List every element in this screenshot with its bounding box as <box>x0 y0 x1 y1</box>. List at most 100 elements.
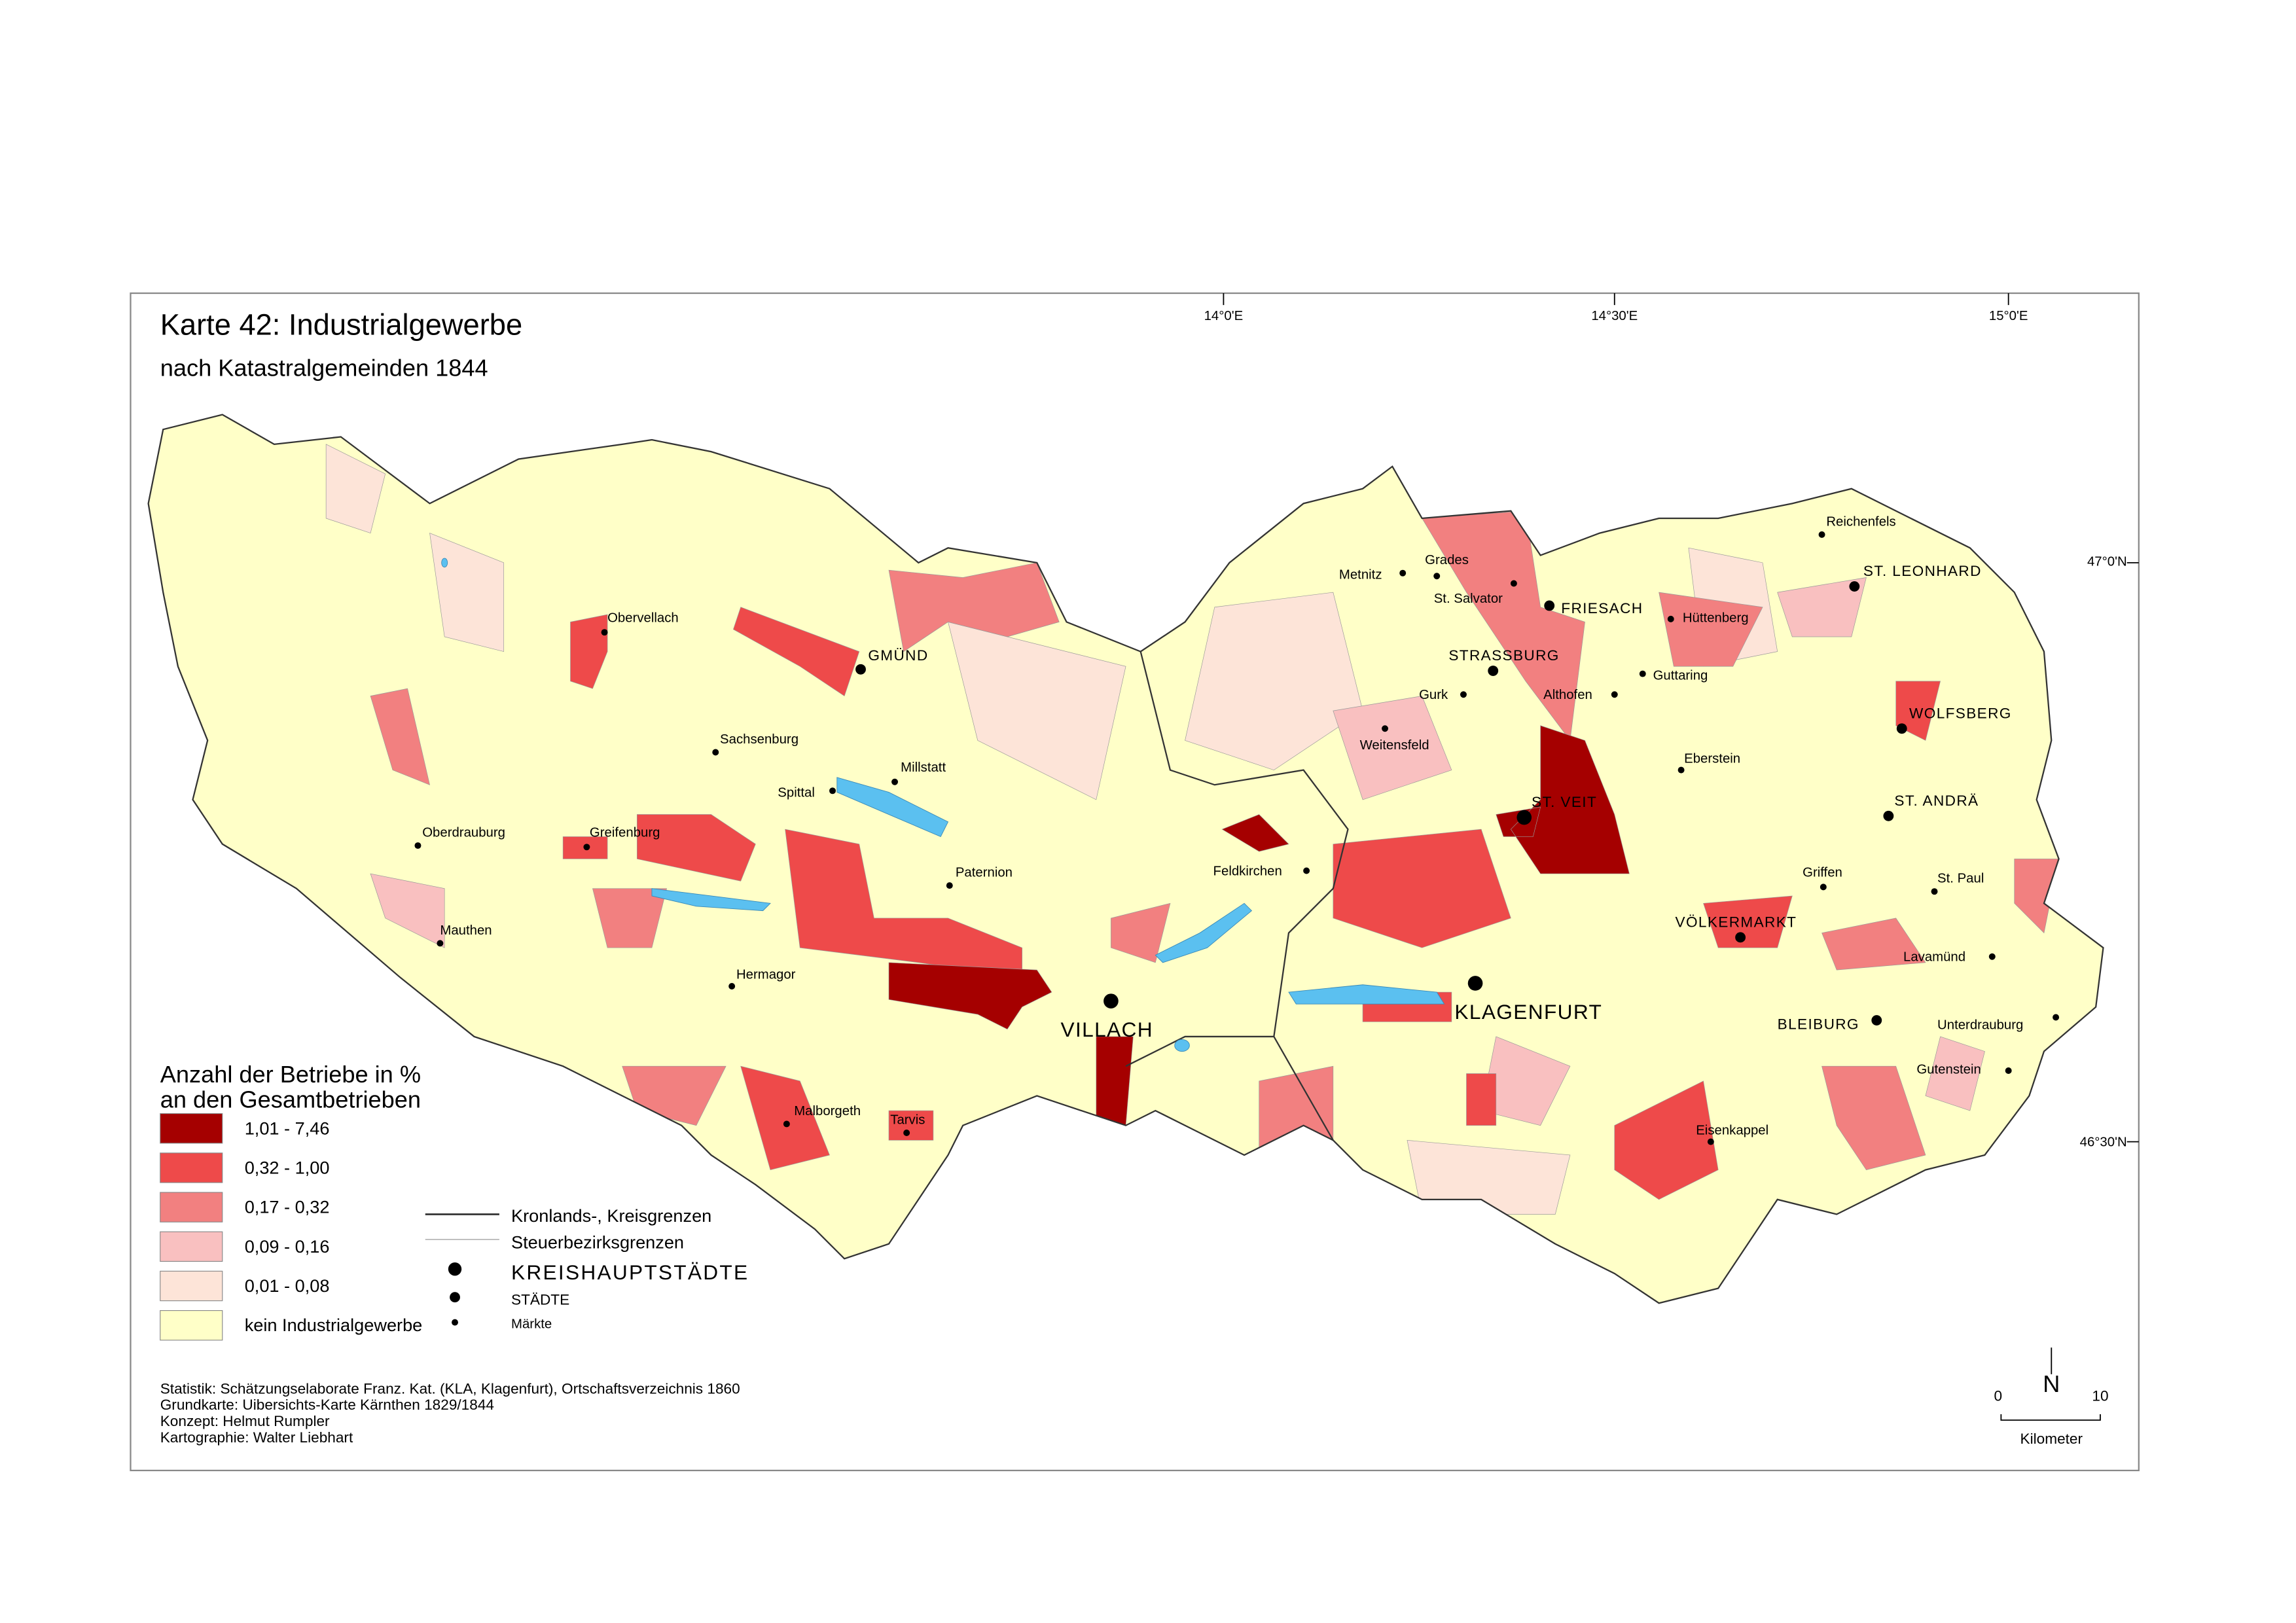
place-label: GMÜND <box>868 647 928 664</box>
place-label: FRIESACH <box>1561 600 1643 616</box>
legend-label: 0,32 - 1,00 <box>245 1157 330 1177</box>
legend-label: 0,09 - 0,16 <box>245 1236 330 1257</box>
legend-symbol: Steuerbezirksgrenzen <box>511 1232 684 1253</box>
place-dot <box>728 983 736 990</box>
lat-label: 46°30'N <box>2080 1135 2127 1149</box>
legend-label: 0,01 - 0,08 <box>245 1275 330 1296</box>
place-label: ST. VEIT <box>1532 794 1597 810</box>
place-dot <box>783 1120 790 1128</box>
place-label: Hermagor <box>736 968 796 982</box>
place-label: Eisenkappel <box>1696 1123 1768 1137</box>
lat-label: 47°0'N <box>2087 554 2127 569</box>
place-dot <box>1611 691 1618 698</box>
legend-swatch <box>160 1310 223 1341</box>
place-dot <box>2005 1067 2012 1074</box>
legend-symbol: Kronlands-, Kreisgrenzen <box>511 1205 711 1226</box>
place-label: Althofen <box>1543 688 1592 702</box>
legend-symbol: Märkte <box>511 1317 552 1332</box>
place-dot <box>1988 953 1996 960</box>
place-dot <box>1460 691 1467 698</box>
scale-unit: Kilometer <box>2020 1431 2083 1447</box>
scale-end: 10 <box>2092 1388 2108 1404</box>
place-dot <box>1667 615 1674 622</box>
legend-label: 0,17 - 0,32 <box>245 1197 330 1217</box>
place-label: Spittal <box>778 785 815 800</box>
place-dot <box>1488 666 1499 676</box>
lon-label: 14°30'E <box>1591 309 1638 323</box>
place-label: Paternion <box>956 866 1013 880</box>
legend-label: kein Industrialgewerbe <box>245 1315 423 1335</box>
place-label: Metnitz <box>1339 568 1382 582</box>
place-label: ST. LEONHARD <box>1863 563 1982 579</box>
place-dot <box>855 664 866 675</box>
legend-title: an den Gesamtbetrieben <box>160 1086 421 1113</box>
title: Karte 42: Industrialgewerbe <box>160 308 522 341</box>
place-label: Guttaring <box>1653 669 1708 683</box>
place-label: Grades <box>1425 553 1469 567</box>
place-dot <box>1883 810 1894 821</box>
place-dot <box>1303 867 1310 874</box>
legend-symbol: KREISHAUPTSTÄDTE <box>511 1260 749 1284</box>
graticule: 14°0'E 14°30'E 15°0'E 47°0'N 46°30'N <box>1204 293 2139 1149</box>
source: Konzept: Helmut Rumpler <box>160 1413 330 1429</box>
place-dot <box>1382 725 1389 732</box>
map-area <box>147 414 2104 1304</box>
place-label: Reichenfels <box>1826 514 1895 529</box>
places: Obervellach GMÜND Sachsenburg Millstatt Spit… <box>414 514 2060 1145</box>
place-label: St. Salvator <box>1434 592 1503 606</box>
place-dot <box>1433 573 1441 580</box>
place-dot <box>946 882 953 889</box>
place-dot <box>1467 976 1483 991</box>
legend-swatch <box>160 1270 223 1302</box>
place-dot <box>903 1130 910 1136</box>
lon-label: 15°0'E <box>1989 309 2028 323</box>
frame <box>130 292 2140 1472</box>
place-label: Greifenburg <box>590 825 660 840</box>
place-label: WOLFSBERG <box>1909 705 2012 721</box>
place-label: Obervellach <box>607 611 679 625</box>
scale-start: 0 <box>1994 1388 2003 1404</box>
place-dot <box>1510 580 1517 587</box>
legend: Anzahl der Betriebe in % an den Gesamtbe… <box>160 1061 749 1341</box>
legend-swatch <box>160 1231 223 1262</box>
place-label: Malborgeth <box>794 1104 861 1118</box>
place-label: Griffen <box>1803 866 1842 880</box>
place-dot <box>1103 993 1119 1008</box>
north-arrow: N <box>2043 1370 2060 1397</box>
place-label: VÖLKERMARKT <box>1676 914 1797 930</box>
place-dot <box>1399 569 1407 577</box>
place-label: VILLACH <box>1060 1018 1153 1041</box>
place-label: Tarvis <box>890 1113 925 1127</box>
place-label: Gurk <box>1419 688 1448 702</box>
place-dot <box>1677 766 1685 774</box>
place-dot <box>1639 670 1646 677</box>
legend-swatch <box>160 1192 223 1222</box>
place-dot <box>712 749 719 756</box>
lon-label: 14°0'E <box>1204 309 1244 323</box>
place-dot <box>1871 1015 1882 1026</box>
place-dot <box>1818 531 1825 538</box>
place-label: Feldkirchen <box>1213 864 1282 878</box>
place-dot <box>829 787 836 794</box>
place-label: STRASSBURG <box>1448 647 1559 664</box>
place-dot <box>1896 723 1907 734</box>
place-label: Gutenstein <box>1916 1063 1981 1077</box>
place-dot <box>891 778 899 785</box>
place-label: Millstatt <box>901 760 946 775</box>
place-label: Eberstein <box>1684 751 1740 766</box>
source: Statistik: Schätzungselaborate Franz. Ka… <box>160 1380 740 1397</box>
sources: Statistik: Schätzungselaborate Franz. Ka… <box>160 1380 740 1446</box>
place-label: KLAGENFURT <box>1454 1000 1602 1024</box>
place-label: St. Paul <box>1937 872 1984 886</box>
place-label: ST. ANDRÄ <box>1894 793 1979 809</box>
place-label: Lavamünd <box>1903 950 1965 965</box>
source: Grundkarte: Uibersichts-Karte Kärnthen 1… <box>160 1397 494 1413</box>
legend-label: 1,01 - 7,46 <box>245 1118 330 1138</box>
legend-swatch <box>160 1113 223 1144</box>
place-label: Weitensfeld <box>1360 738 1429 753</box>
place-label: BLEIBURG <box>1778 1016 1859 1033</box>
place-label: Hüttenberg <box>1683 611 1749 625</box>
place-dot <box>1544 600 1555 611</box>
legend-title: Anzahl der Betriebe in % <box>160 1061 421 1088</box>
place-dot <box>414 842 422 849</box>
